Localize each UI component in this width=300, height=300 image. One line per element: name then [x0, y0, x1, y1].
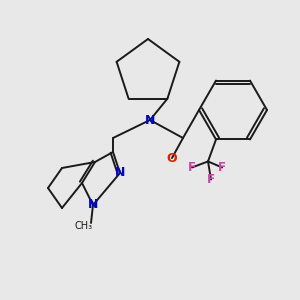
Text: O: O — [167, 152, 177, 164]
Text: N: N — [88, 199, 98, 212]
Text: F: F — [207, 173, 215, 186]
Text: CH₃: CH₃ — [75, 221, 93, 231]
Text: N: N — [115, 167, 125, 179]
Text: F: F — [218, 161, 226, 174]
Text: N: N — [145, 113, 155, 127]
Text: F: F — [188, 161, 196, 174]
